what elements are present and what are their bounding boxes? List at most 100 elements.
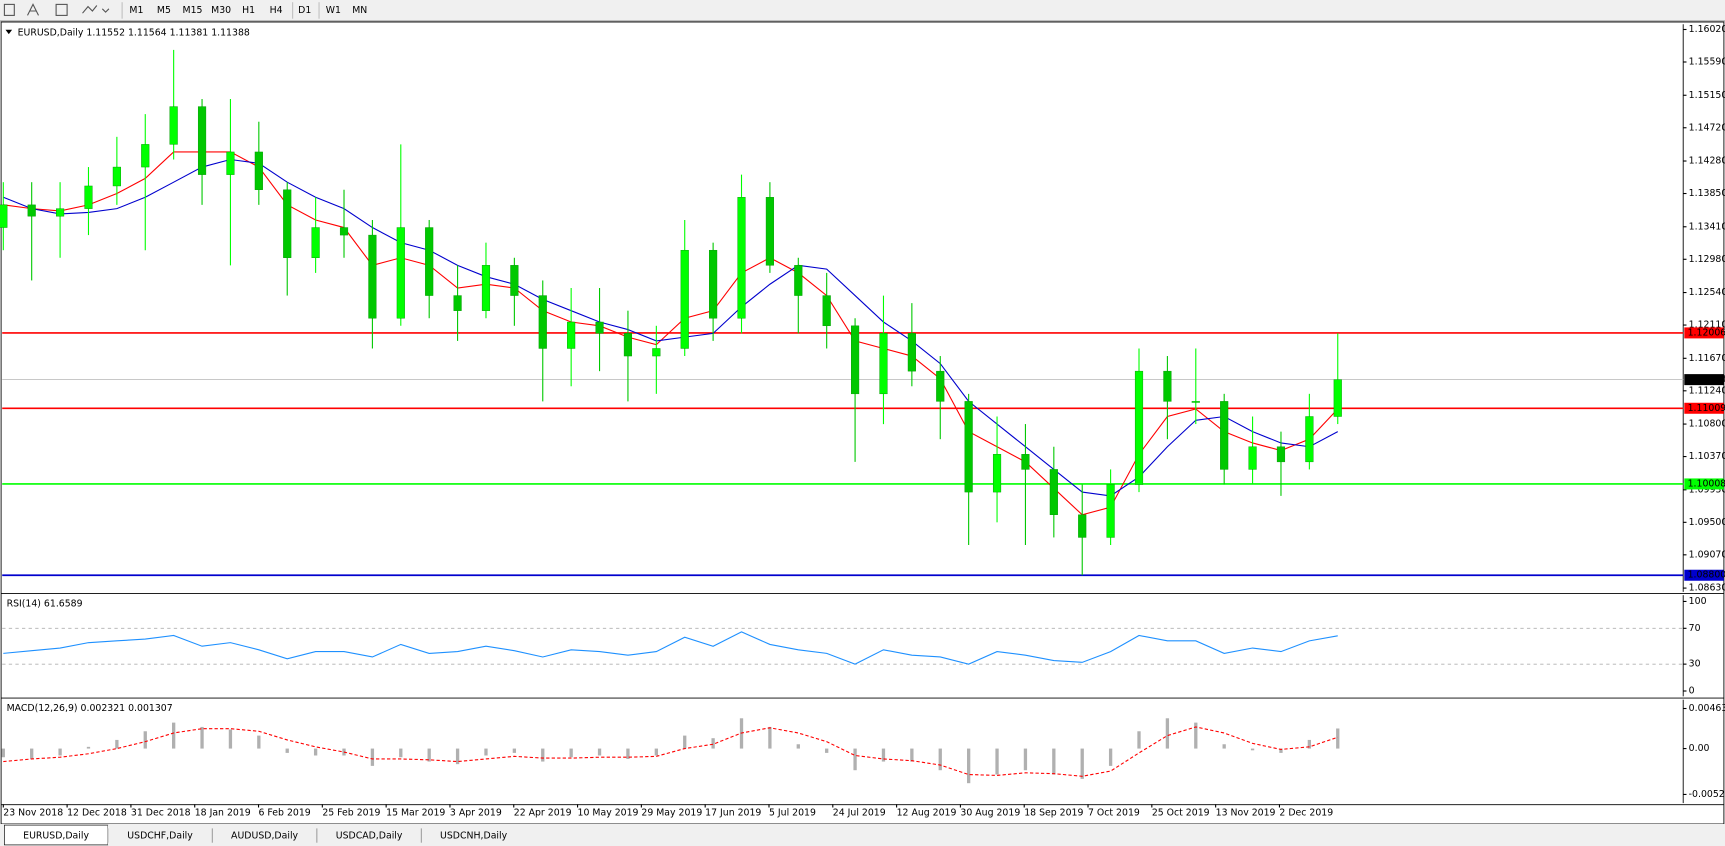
crosshair-icon[interactable] bbox=[3, 3, 15, 16]
candle-body bbox=[1106, 484, 1115, 538]
macd-histogram-bar bbox=[484, 748, 488, 756]
macd-histogram-bar bbox=[938, 748, 942, 771]
candle-body bbox=[169, 106, 178, 145]
x-tick-label: 3 Apr 2019 bbox=[450, 807, 502, 818]
x-tick-label: 18 Sep 2019 bbox=[1024, 807, 1083, 818]
macd-histogram-bar bbox=[910, 748, 914, 762]
macd-histogram-bar bbox=[541, 748, 545, 762]
macd-histogram-bar bbox=[1108, 748, 1113, 766]
candle-body bbox=[510, 265, 519, 296]
tab[interactable] bbox=[316, 825, 422, 845]
tab[interactable] bbox=[212, 825, 317, 845]
tab-label[interactable]: AUDUSD,Daily bbox=[231, 831, 298, 842]
candle-body bbox=[453, 295, 462, 311]
candle-body bbox=[794, 265, 803, 296]
timeframe-buttons: M1 M5 M15 M30 H1 H4 D1 W1 MN bbox=[129, 2, 367, 19]
level-label: 1.12006 bbox=[1688, 327, 1725, 338]
macd-histogram-bar bbox=[427, 748, 431, 762]
macd-histogram-bar bbox=[1336, 728, 1340, 749]
x-tick-label: 6 Feb 2019 bbox=[259, 807, 311, 818]
chart-area: 1.16020 1.15590 1.15150 1.14720 1.14280 1.138… bbox=[0, 24, 1725, 818]
timeframe-button[interactable]: H1 bbox=[242, 5, 255, 16]
y-tick-label: 1.15150 bbox=[1689, 90, 1725, 101]
x-tick-label: 5 Jul 2019 bbox=[769, 807, 816, 818]
y-tick-label: 100 bbox=[1689, 596, 1707, 607]
candle-body bbox=[680, 249, 689, 349]
timeframe-button[interactable]: D1 bbox=[298, 5, 311, 16]
shapes-icon[interactable] bbox=[82, 5, 110, 14]
timeframe-button[interactable]: M15 bbox=[183, 5, 203, 16]
candle-body bbox=[709, 249, 718, 319]
candle-body bbox=[822, 295, 831, 327]
level-label-box bbox=[1684, 478, 1724, 490]
timeframe-button[interactable]: MN bbox=[352, 5, 367, 16]
timeframe-button[interactable]: M5 bbox=[157, 5, 171, 16]
toolbar bbox=[0, 0, 1725, 21]
candle-body bbox=[936, 370, 945, 402]
candle-body bbox=[197, 106, 207, 175]
y-tick-label: 1.09930 bbox=[1689, 484, 1725, 495]
candle-body bbox=[1220, 401, 1229, 470]
x-tick-label: 25 Oct 2019 bbox=[1152, 807, 1210, 818]
tab-label[interactable]: USDCHF,Daily bbox=[127, 831, 193, 842]
candle-body bbox=[339, 227, 349, 236]
y-tick-label: 1.10800 bbox=[1689, 419, 1725, 430]
y-tick-label: -0.005299 bbox=[1689, 789, 1725, 800]
level-label-box bbox=[1684, 402, 1724, 414]
candle-body bbox=[84, 185, 93, 209]
tab-label[interactable]: USDCAD,Daily bbox=[336, 831, 403, 842]
y-tick-label: 1.08630 bbox=[1689, 583, 1725, 594]
candle-body bbox=[1305, 416, 1314, 463]
candle-body bbox=[623, 333, 633, 357]
macd-histogram-bar bbox=[796, 744, 800, 749]
candle-body bbox=[1333, 379, 1342, 417]
tab-label[interactable]: EURUSD,Daily bbox=[23, 831, 89, 842]
x-tick-label: 30 Aug 2019 bbox=[960, 807, 1020, 818]
candle-body bbox=[879, 333, 888, 395]
timeframe-button[interactable]: W1 bbox=[326, 5, 341, 16]
macd-histogram-bar bbox=[370, 748, 375, 766]
macd-histogram-bar bbox=[1137, 731, 1141, 749]
text-icon[interactable] bbox=[27, 3, 39, 16]
macd-histogram-bar bbox=[569, 748, 573, 758]
candle-body bbox=[311, 227, 320, 258]
x-tick-label: 2 Dec 2019 bbox=[1279, 807, 1333, 818]
macd-histogram-bar bbox=[597, 748, 602, 756]
candle-body bbox=[368, 234, 377, 319]
level-label-box bbox=[1684, 569, 1724, 581]
macd-histogram-bar bbox=[967, 748, 971, 784]
y-tick-label: 1.14280 bbox=[1689, 156, 1725, 167]
candle-body bbox=[1163, 370, 1172, 402]
macd-histogram-bar bbox=[257, 735, 261, 749]
x-tick-label: 22 Apr 2019 bbox=[514, 807, 572, 818]
timeframe-button[interactable]: M30 bbox=[211, 5, 231, 16]
macd-histogram-bar bbox=[30, 748, 34, 759]
macd-histogram-bar bbox=[1052, 748, 1056, 775]
candle-body bbox=[964, 401, 973, 493]
candle-body bbox=[226, 151, 235, 175]
candle-body bbox=[481, 265, 491, 311]
macd-histogram-bar bbox=[86, 746, 91, 749]
tab[interactable] bbox=[107, 825, 213, 845]
level-label-box bbox=[1684, 374, 1724, 386]
timeframe-button[interactable]: H4 bbox=[270, 5, 283, 16]
candle-body bbox=[907, 333, 916, 372]
macd-histogram-bar bbox=[399, 748, 403, 758]
timeframe-button[interactable]: M1 bbox=[129, 5, 143, 16]
y-tick-label: 1.15590 bbox=[1689, 56, 1725, 67]
chart-window bbox=[0, 21, 1725, 825]
level-label: 1.11388 bbox=[1688, 374, 1725, 385]
candle-body bbox=[851, 325, 860, 395]
label-icon[interactable] bbox=[55, 3, 68, 16]
macd-histogram-bar bbox=[1023, 748, 1028, 771]
macd-histogram-bar bbox=[825, 748, 829, 753]
tab-label[interactable]: USDCNH,Daily bbox=[440, 831, 508, 842]
y-tick-label: 1.16020 bbox=[1689, 24, 1725, 35]
y-tick-label: 1.14720 bbox=[1689, 122, 1725, 133]
y-tick-label: 0.00 bbox=[1689, 743, 1710, 754]
tab[interactable] bbox=[421, 825, 526, 845]
candle-body bbox=[0, 204, 8, 228]
macd-histogram-bar bbox=[853, 748, 857, 771]
macd-histogram-bar bbox=[1, 748, 5, 758]
